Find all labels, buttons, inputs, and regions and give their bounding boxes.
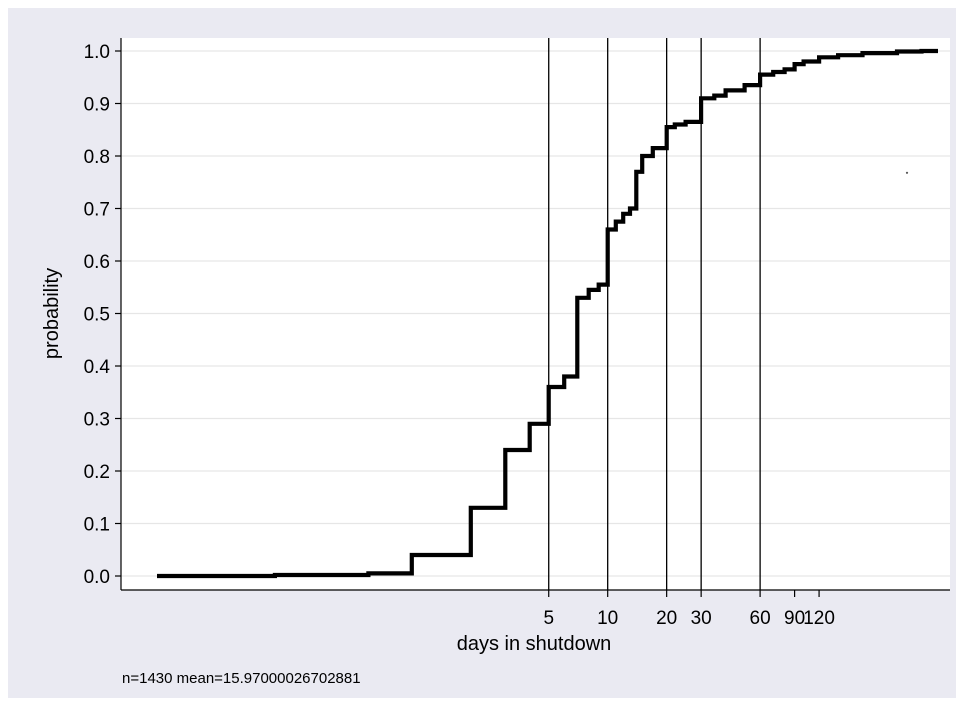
- x-axis-title: days in shutdown: [457, 633, 612, 655]
- y-tick-label-0: 0.0: [84, 567, 110, 588]
- y-tick-label-4: 0.4: [84, 357, 111, 378]
- x-tick-label-3: 30: [691, 608, 712, 629]
- cdf-step-line: [157, 48, 938, 579]
- x-tick-label-5: 90: [784, 608, 805, 629]
- x-tick-label-4: 60: [750, 608, 771, 629]
- x-tick-label-6: 120: [803, 608, 835, 629]
- stray-dot: [905, 171, 909, 174]
- y-tick-label-2: 0.2: [84, 462, 110, 483]
- summary-note: n=1430 mean=15.97000026702881: [122, 670, 361, 687]
- x-tick-label-1: 10: [597, 608, 618, 629]
- y-tick-label-1: 0.1: [84, 515, 110, 536]
- x-tick-label-2: 20: [656, 608, 677, 629]
- y-axis-title: probability: [41, 268, 63, 359]
- y-tick-label-5: 0.5: [84, 305, 110, 326]
- y-tick-label-10: 1.0: [84, 42, 110, 63]
- y-tick-label-6: 0.6: [84, 252, 110, 273]
- y-tick-label-8: 0.8: [84, 147, 110, 168]
- x-tick-label-0: 5: [543, 608, 554, 629]
- y-tick-label-7: 0.7: [84, 200, 110, 221]
- plot-area: 0.0 0.1 0.2 0.3 0.4 0.5 0.6 0.7 0.8 0.9 1.0 5 10 20 30…: [8, 8, 956, 698]
- y-tick-label-3: 0.3: [84, 410, 110, 431]
- y-tick-label-9: 0.9: [84, 95, 110, 116]
